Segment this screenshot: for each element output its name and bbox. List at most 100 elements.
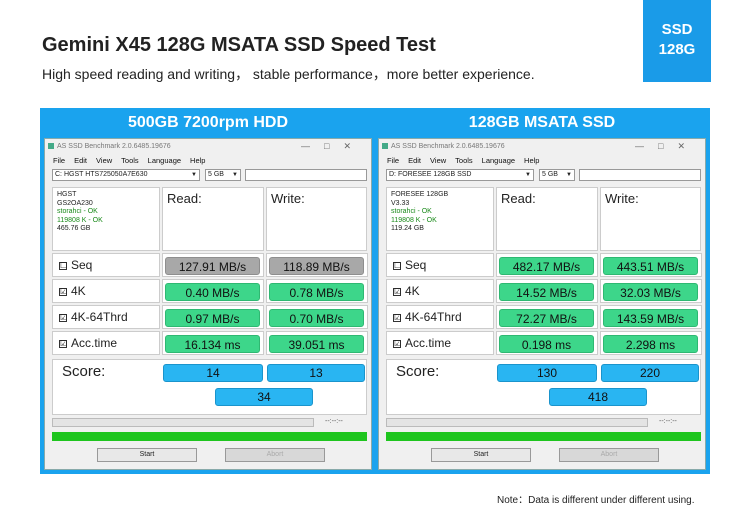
size-select[interactable]: 5 GB ▼ — [539, 169, 575, 181]
menu-bar: File Edit View Tools Language Help — [45, 154, 371, 167]
drive-info: HGST GS2OA230 storahci - OK 119808 K - O… — [52, 187, 160, 251]
app-icon — [48, 143, 54, 149]
4k64-write-cell: 143.59 MB/s — [600, 305, 702, 329]
blank-field — [579, 169, 701, 181]
read-header: Read: — [162, 187, 264, 251]
seq-write-cell: 443.51 MB/s — [600, 253, 702, 277]
size-select[interactable]: 5 GB ▼ — [205, 169, 241, 181]
chevron-down-icon: ▼ — [191, 172, 197, 178]
menu-view[interactable]: View — [430, 156, 447, 165]
4k-write-cell: 32.03 MB/s — [600, 279, 702, 303]
badge-line-1: SSD — [661, 21, 693, 38]
menu-language[interactable]: Language — [481, 156, 516, 165]
menu-file[interactable]: File — [53, 156, 66, 165]
menu-help[interactable]: Help — [524, 156, 540, 165]
acctime-write-cell: 39.051 ms — [266, 331, 368, 355]
status-bar — [52, 432, 367, 441]
start-button[interactable]: Start — [431, 448, 531, 462]
drive-select[interactable]: D: FORESEE 128GB SSD ▼ — [386, 169, 534, 181]
4k64-write-cell: 0.70 MB/s — [266, 305, 368, 329]
4k-read-cell: 14.52 MB/s — [496, 279, 598, 303]
checkbox[interactable]: ☑ — [393, 313, 402, 322]
elapsed-time: --:--:-- — [325, 418, 343, 425]
checkbox[interactable]: ☐ — [393, 261, 402, 270]
page-title: Gemini X45 128G MSATA SSD Speed Test — [42, 34, 436, 56]
seq-write-value: 443.51 MB/s — [603, 257, 698, 275]
chevron-down-icon: ▼ — [566, 172, 572, 178]
progress-bar — [52, 418, 314, 427]
window-title: AS SSD Benchmark 2.0.6485.19676 — [391, 143, 505, 150]
4k64-write-value: 0.70 MB/s — [269, 309, 364, 327]
menu-edit[interactable]: Edit — [408, 156, 422, 165]
write-header: Write: — [266, 187, 367, 251]
acctime-read-value: 16.134 ms — [165, 335, 260, 353]
window-titlebar: AS SSD Benchmark 2.0.6485.19676 —□✕ — [379, 139, 705, 154]
chevron-down-icon: ▼ — [525, 172, 531, 178]
chevron-down-icon: ▼ — [232, 172, 238, 178]
menu-edit[interactable]: Edit — [74, 156, 88, 165]
drive-select[interactable]: C: HGST HTS725050A7E630 ▼ — [52, 169, 200, 181]
abort-button[interactable]: Abort — [559, 448, 659, 462]
window-controls[interactable]: —□✕ — [635, 141, 699, 151]
info-align: 119808 K - OK — [57, 216, 103, 224]
acctime-read-cell: 0.198 ms — [496, 331, 598, 355]
score-total: 418 — [549, 388, 647, 406]
4k64-write-value: 143.59 MB/s — [603, 309, 698, 327]
checkbox[interactable]: ☑ — [59, 287, 68, 296]
row-label-text: 4K-64Thrd — [71, 310, 128, 324]
info-model: FORESEE 128GB — [391, 191, 449, 198]
row-label-seq[interactable]: ☐ Seq — [52, 253, 160, 277]
menu-tools[interactable]: Tools — [121, 156, 139, 165]
badge-line-2: 128G — [658, 41, 696, 58]
seq-read-cell: 127.91 MB/s — [162, 253, 264, 277]
seq-write-cell: 118.89 MB/s — [266, 253, 368, 277]
info-capacity: 465.76 GB — [57, 225, 91, 232]
4k-read-cell: 0.40 MB/s — [162, 279, 264, 303]
toolbar: D: FORESEE 128GB SSD ▼ 5 GB ▼ — [379, 167, 705, 183]
seq-read-cell: 482.17 MB/s — [496, 253, 598, 277]
row-label-seq[interactable]: ☐ Seq — [386, 253, 494, 277]
menu-file[interactable]: File — [387, 156, 400, 165]
row-label-4k64[interactable]: ☑ 4K-64Thrd — [386, 305, 494, 329]
menu-language[interactable]: Language — [147, 156, 182, 165]
4k64-read-cell: 0.97 MB/s — [162, 305, 264, 329]
start-button[interactable]: Start — [97, 448, 197, 462]
info-driver: storahci - OK — [57, 208, 98, 215]
4k64-read-value: 0.97 MB/s — [165, 309, 260, 327]
score-write: 220 — [601, 364, 699, 382]
row-label-text: Seq — [405, 258, 427, 272]
read-header: Read: — [496, 187, 598, 251]
write-header: Write: — [600, 187, 701, 251]
menu-view[interactable]: View — [96, 156, 113, 165]
row-label-acctime[interactable]: ☑ Acc.time — [386, 331, 494, 355]
panel-title: 128GB MSATA SSD — [468, 114, 616, 131]
acctime-write-value: 2.298 ms — [603, 335, 698, 353]
checkbox[interactable]: ☑ — [59, 313, 68, 322]
score-write: 13 — [267, 364, 365, 382]
window-titlebar: AS SSD Benchmark 2.0.6485.19676 —□✕ — [45, 139, 371, 154]
benchmark-window: AS SSD Benchmark 2.0.6485.19676 —□✕ File… — [378, 138, 706, 470]
info-capacity: 119.24 GB — [391, 225, 424, 232]
4k64-read-value: 72.27 MB/s — [499, 309, 594, 327]
info-firmware: V3.33 — [391, 199, 410, 207]
4k-write-value: 32.03 MB/s — [603, 283, 698, 301]
panel-title: 500GB 7200rpm HDD — [127, 114, 289, 131]
row-label-4k64[interactable]: ☑ 4K-64Thrd — [52, 305, 160, 329]
info-firmware: GS2OA230 — [57, 199, 93, 207]
4k-write-cell: 0.78 MB/s — [266, 279, 368, 303]
drive-info: FORESEE 128GB V3.33 storahci - OK 119808… — [386, 187, 494, 251]
row-label-4k[interactable]: ☑ 4K — [52, 279, 160, 303]
menu-tools[interactable]: Tools — [455, 156, 473, 165]
checkbox[interactable]: ☑ — [393, 287, 402, 296]
window-controls[interactable]: —□✕ — [301, 141, 365, 151]
row-label-text: Acc.time — [405, 336, 452, 350]
menu-help[interactable]: Help — [190, 156, 206, 165]
abort-button[interactable]: Abort — [225, 448, 325, 462]
row-label-text: Seq — [71, 258, 93, 272]
checkbox[interactable]: ☑ — [59, 339, 68, 348]
drive-value: D: FORESEE 128GB SSD — [389, 171, 472, 178]
checkbox[interactable]: ☑ — [393, 339, 402, 348]
row-label-acctime[interactable]: ☑ Acc.time — [52, 331, 160, 355]
row-label-4k[interactable]: ☑ 4K — [386, 279, 494, 303]
checkbox[interactable]: ☐ — [59, 261, 68, 270]
